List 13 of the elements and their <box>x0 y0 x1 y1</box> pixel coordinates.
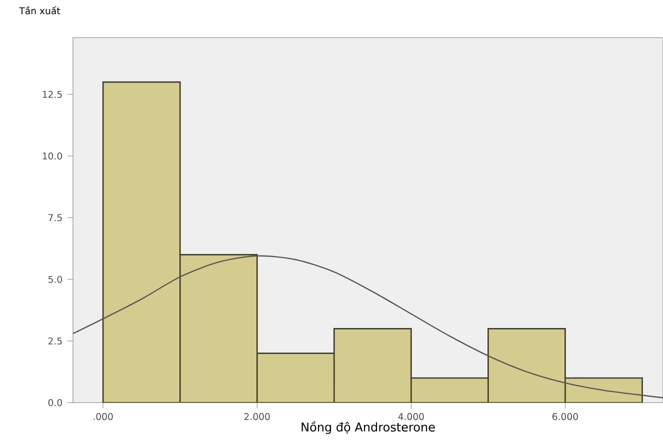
y-tick-label: 5.0 <box>48 276 62 283</box>
y-tick-label: 2.5 <box>48 337 62 345</box>
y-axis-title: Tần xuất <box>19 6 60 14</box>
y-tick-label: 0.0 <box>48 399 62 406</box>
y-tick-label: 7.5 <box>48 214 62 222</box>
y-tick-label: 12.5 <box>42 90 62 98</box>
y-tick-label: 10.0 <box>42 152 62 160</box>
x-tick-label: 6.000 <box>552 413 578 420</box>
line-series <box>73 255 663 398</box>
x-axis-title: Nồng độ Androsterone <box>302 421 435 434</box>
x-tick-label: 2.000 <box>244 413 270 420</box>
x-tick-label: 4.000 <box>398 413 424 420</box>
x-tick-label: .000 <box>94 413 113 420</box>
